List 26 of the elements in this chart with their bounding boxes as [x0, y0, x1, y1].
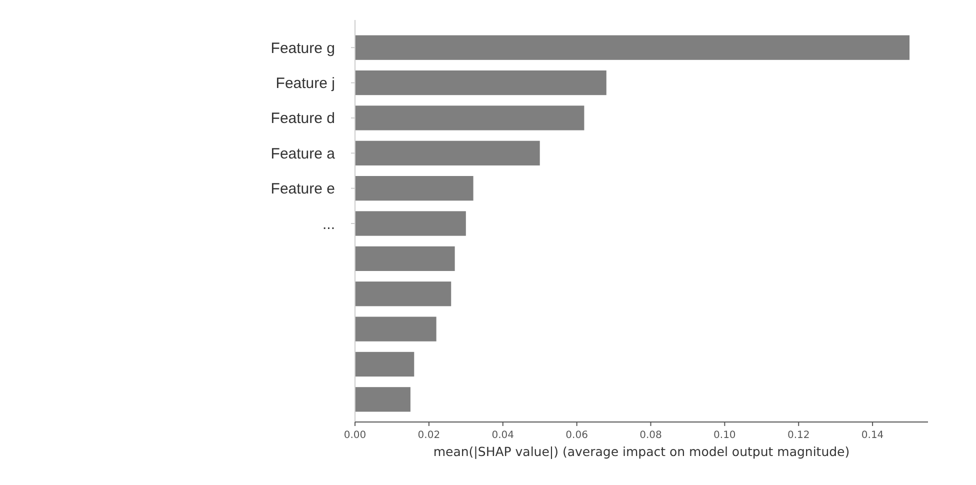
x-tick-label: 0.08: [640, 430, 662, 441]
y-tick-label: Feature j: [276, 75, 335, 92]
y-tick-label: Feature a: [270, 145, 336, 162]
y-tick-label: Feature g: [270, 40, 335, 57]
bar: [355, 316, 436, 342]
bar: [355, 246, 455, 271]
bar: [355, 70, 606, 96]
bar: [355, 387, 410, 412]
x-tick-label: 0.04: [492, 430, 514, 441]
x-tick-label: 0.12: [787, 430, 810, 441]
bar: [355, 140, 540, 166]
bar: [355, 35, 910, 60]
bar: [355, 282, 452, 306]
bar: [355, 176, 474, 201]
x-tick-label: 0.02: [418, 430, 440, 441]
x-tick-label: 0.14: [861, 430, 884, 441]
bar: [355, 211, 466, 236]
x-tick-label: 0.00: [344, 430, 366, 441]
y-tick-label: Feature d: [270, 110, 335, 128]
bar: [355, 106, 584, 130]
bar: [355, 352, 414, 377]
y-tick-label: ...: [322, 216, 335, 233]
x-axis-title: mean(|SHAP value|) (average impact on model output magnitude): [433, 444, 850, 459]
x-tick-label: 0.10: [714, 430, 736, 441]
x-tick-label: 0.06: [566, 430, 588, 441]
y-tick-label: Feature e: [270, 180, 335, 198]
